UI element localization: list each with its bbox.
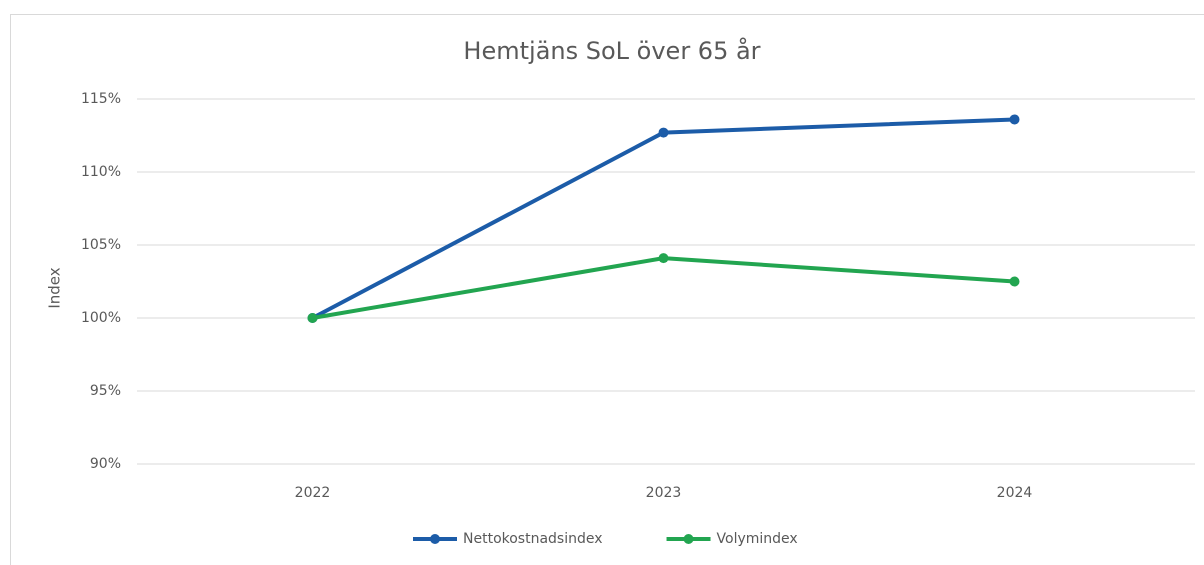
x-tick-label: 2022 bbox=[295, 485, 331, 501]
data-point bbox=[1009, 276, 1020, 287]
chart-border bbox=[10, 14, 1204, 565]
legend-marker bbox=[683, 534, 694, 544]
y-tick-label: 105% bbox=[81, 237, 121, 253]
series-line bbox=[312, 256, 1015, 320]
data-point bbox=[658, 127, 669, 138]
data-point bbox=[307, 313, 318, 323]
series-line bbox=[311, 117, 1015, 320]
data-point bbox=[1009, 114, 1020, 125]
y-tick-label: 115% bbox=[81, 91, 121, 107]
y-tick-label: 100% bbox=[81, 310, 121, 326]
y-axis-label: Index bbox=[46, 267, 64, 308]
legend-marker bbox=[430, 534, 440, 544]
x-tick-label: 2023 bbox=[646, 485, 682, 501]
legend-label: Volymindex bbox=[717, 531, 798, 547]
y-tick-label: 110% bbox=[81, 164, 121, 180]
chart-title: Hemtjäns SoL över 65 år bbox=[463, 36, 760, 65]
y-tick-label: 95% bbox=[90, 383, 121, 399]
y-tick-label: 90% bbox=[90, 456, 121, 472]
data-point bbox=[658, 253, 669, 264]
x-tick-label: 2024 bbox=[997, 485, 1033, 501]
legend-label: Nettokostnadsindex bbox=[463, 531, 603, 547]
